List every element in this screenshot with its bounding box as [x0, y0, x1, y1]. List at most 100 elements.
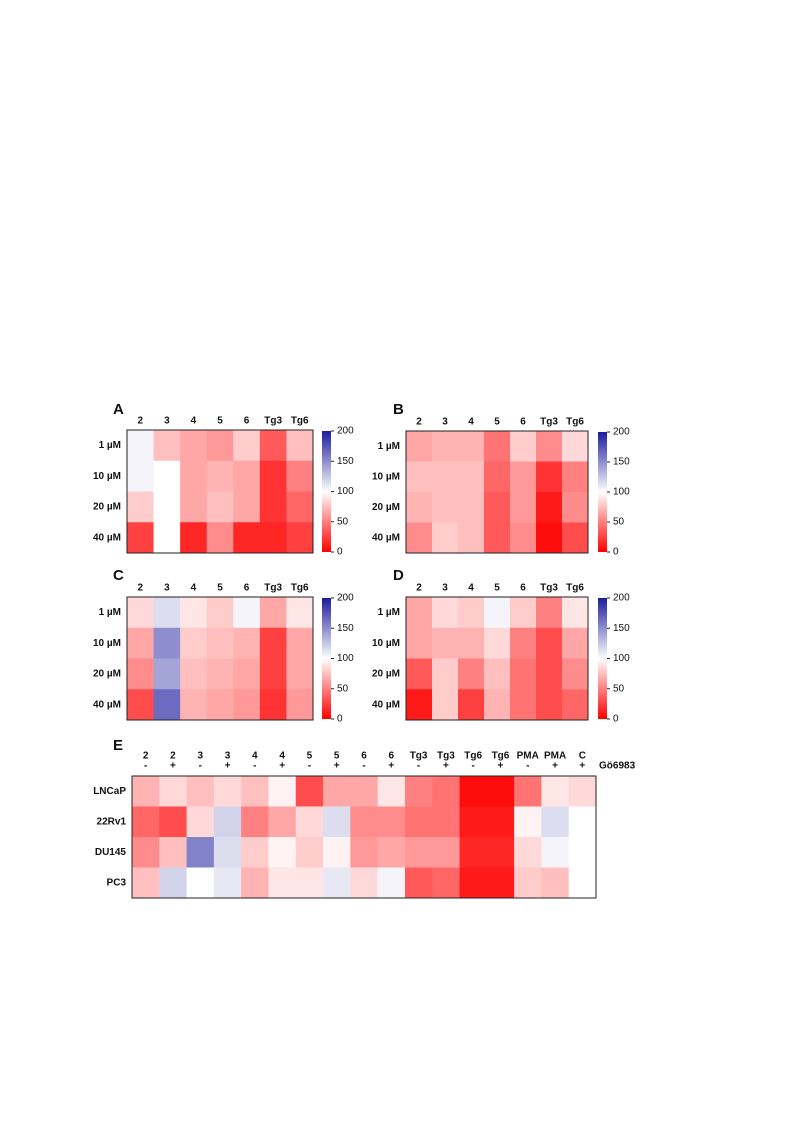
cell: [127, 491, 155, 523]
column-sign: -: [144, 761, 147, 772]
cell: [432, 431, 459, 462]
panel-label: B: [393, 401, 404, 418]
cell: [286, 522, 314, 554]
cell: [536, 658, 563, 690]
cell: [153, 597, 181, 629]
cell: [295, 806, 324, 838]
column-label: Tg6: [464, 751, 482, 762]
cell: [432, 522, 459, 554]
column-label: 5: [217, 416, 223, 427]
cell: [286, 689, 314, 721]
cell: [323, 867, 351, 899]
cell: [562, 431, 589, 462]
colorbar-tick-label: 150: [337, 456, 354, 467]
panel-label: E: [113, 737, 123, 754]
cell: [404, 806, 433, 838]
cell: [159, 806, 188, 838]
column-label: 6: [520, 417, 526, 428]
cell: [268, 867, 297, 899]
column-label: 6: [244, 416, 250, 427]
cell: [562, 658, 589, 690]
panel-label: C: [113, 567, 124, 584]
frame: [126, 429, 314, 554]
cell: [132, 806, 160, 838]
cell: [377, 806, 406, 838]
column-sign: +: [498, 761, 504, 772]
cell: [233, 460, 261, 492]
cell: [406, 461, 433, 493]
column-label: 3: [442, 417, 448, 428]
cell: [350, 806, 379, 838]
column-label: 4: [468, 583, 474, 594]
colorbar-tick-label: 50: [613, 517, 625, 528]
x-axis-label: Gö6983: [599, 761, 636, 772]
cell: [259, 658, 287, 690]
colorbar-tick-label: 200: [613, 593, 630, 604]
cell: [233, 522, 261, 554]
row-label: 1 µM: [99, 607, 121, 618]
cell: [459, 776, 488, 807]
cell: [206, 627, 234, 659]
cell: [127, 689, 155, 721]
colorbar: [322, 598, 331, 719]
cell: [127, 430, 155, 462]
colorbar-tick-label: 0: [613, 547, 619, 558]
colorbar-tick-label: 200: [613, 427, 630, 438]
cell: [259, 430, 287, 462]
column-label: Tg3: [264, 416, 282, 427]
cell: [486, 776, 515, 807]
cell: [510, 627, 537, 659]
cell: [406, 431, 433, 462]
cell: [286, 627, 314, 659]
cell: [233, 689, 261, 721]
cell: [432, 867, 461, 899]
cell: [159, 867, 188, 899]
cell: [562, 597, 589, 629]
cell: [213, 837, 242, 868]
colorbar-tick-label: 100: [613, 653, 630, 664]
cell: [458, 627, 485, 659]
cell: [568, 806, 597, 838]
cell: [432, 806, 461, 838]
cell: [536, 431, 563, 462]
cell: [206, 522, 234, 554]
cell: [159, 837, 188, 868]
cell: [206, 430, 234, 462]
cell: [406, 492, 433, 523]
cell: [286, 597, 314, 629]
cell: [153, 627, 181, 659]
cell: [536, 522, 563, 554]
cell: [213, 806, 242, 838]
cell: [127, 627, 155, 659]
column-sign: +: [279, 761, 285, 772]
cell: [153, 491, 181, 523]
colorbar: [598, 432, 607, 552]
column-label: 5: [494, 417, 500, 428]
cell: [132, 837, 160, 868]
cell: [459, 837, 488, 868]
colorbar-tick-label: 50: [613, 683, 625, 694]
row-label: 20 µM: [372, 502, 400, 513]
column-sign: +: [552, 761, 558, 772]
cell: [541, 776, 570, 807]
cell: [206, 460, 234, 492]
cell: [127, 658, 155, 690]
cell: [432, 492, 459, 523]
colorbar: [322, 431, 331, 552]
row-label: 20 µM: [372, 669, 400, 680]
column-label: 4: [279, 751, 285, 762]
cell: [562, 627, 589, 659]
cell: [510, 522, 537, 554]
cell: [259, 627, 287, 659]
row-label: DU145: [95, 847, 127, 858]
cell: [233, 430, 261, 462]
column-label: 4: [468, 417, 474, 428]
cell: [180, 689, 208, 721]
cell: [259, 597, 287, 629]
column-label: 2: [170, 751, 176, 762]
cell: [350, 837, 379, 868]
colorbar-tick-label: 0: [337, 547, 343, 558]
row-label: 40 µM: [93, 699, 121, 710]
column-sign: -: [362, 761, 365, 772]
column-label: 4: [191, 416, 197, 427]
